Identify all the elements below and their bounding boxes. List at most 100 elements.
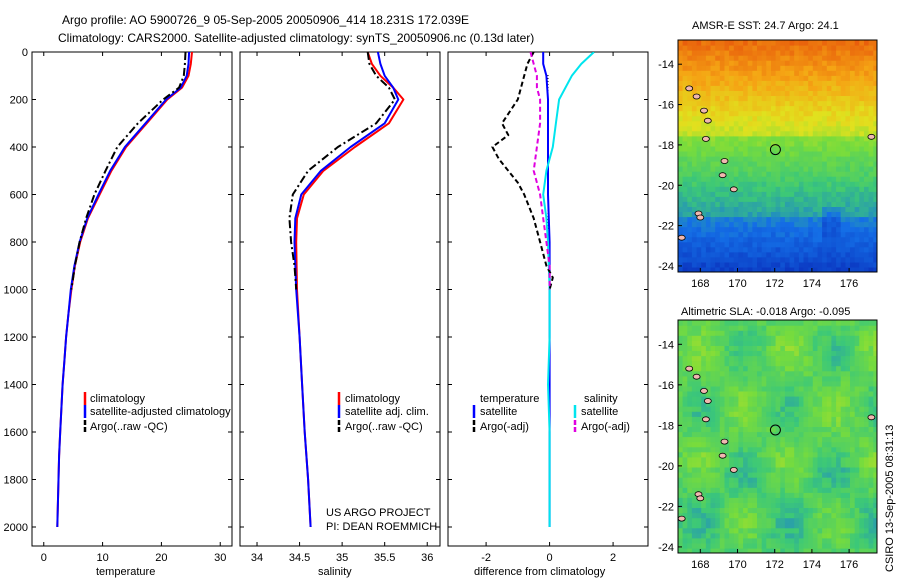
map-cell — [682, 256, 688, 263]
map-cell — [733, 246, 739, 253]
map-cell — [766, 181, 772, 187]
map-cell — [859, 90, 865, 96]
map-cell — [715, 70, 721, 76]
map-cell — [682, 547, 688, 553]
map-cell — [678, 436, 684, 443]
map-cell — [850, 390, 856, 397]
map-cell — [775, 201, 781, 207]
map-cell — [696, 45, 702, 51]
map-cell — [826, 350, 832, 357]
map-cell — [724, 236, 730, 243]
map-cell — [691, 201, 698, 207]
map-cell — [724, 385, 730, 392]
map-cell — [710, 340, 716, 346]
map-cell — [868, 512, 874, 519]
map-cell — [729, 390, 735, 397]
map-cell — [812, 151, 818, 157]
map-cell — [724, 502, 730, 508]
map-cell — [710, 236, 716, 243]
map-cell — [868, 547, 874, 553]
map-cell — [747, 256, 753, 263]
map-cell — [775, 171, 781, 177]
map-cell — [817, 431, 823, 438]
map-cell — [719, 426, 725, 433]
map-cell — [794, 370, 800, 377]
map-cell — [803, 517, 809, 524]
map-cell — [743, 166, 749, 172]
map-cell — [747, 105, 753, 112]
map-cell — [775, 120, 781, 127]
map-cell — [840, 251, 846, 258]
map-cell — [752, 231, 758, 238]
map-cell — [836, 482, 842, 488]
map-cell — [691, 477, 698, 483]
map-cell — [812, 396, 818, 402]
map-cell — [701, 40, 707, 46]
map-cell — [780, 446, 786, 453]
map-cell — [817, 446, 823, 453]
map-cell — [812, 216, 818, 223]
map-cell — [798, 95, 805, 102]
map-cell — [766, 135, 772, 142]
map-cell — [794, 375, 800, 382]
map-cell — [743, 65, 749, 71]
map-cell — [771, 181, 777, 187]
map-cell — [794, 390, 800, 397]
map-cell — [854, 241, 860, 248]
map-cell — [771, 90, 777, 96]
map-cell — [687, 370, 693, 377]
map-cell — [710, 70, 716, 76]
map-cell — [729, 350, 735, 357]
map-cell — [822, 186, 828, 192]
map-cell — [784, 335, 791, 341]
map-cell — [850, 385, 856, 392]
map-cell — [757, 426, 763, 433]
map-cell — [733, 446, 739, 453]
map-cell — [780, 226, 786, 233]
map-cell — [771, 320, 777, 326]
map-cell — [831, 95, 837, 102]
map-cell — [766, 246, 772, 253]
map-cell — [687, 95, 693, 102]
map-cell — [743, 477, 749, 483]
map-cell — [691, 401, 698, 407]
map-cell — [831, 171, 837, 177]
map-cell — [859, 512, 865, 519]
map-cell — [691, 320, 698, 326]
map-cell — [859, 236, 865, 243]
map-cell — [831, 55, 837, 61]
map-cell — [803, 60, 809, 66]
map-cell — [794, 156, 800, 162]
map-cell — [682, 40, 688, 46]
map-cell — [864, 497, 870, 503]
map-cell — [724, 375, 730, 382]
map-cell — [696, 231, 702, 238]
map-cell — [831, 370, 837, 377]
map-cell — [836, 100, 842, 107]
map-cell — [757, 325, 763, 331]
map-cell — [817, 380, 823, 387]
map-cell — [729, 50, 735, 56]
map-cell — [794, 350, 800, 357]
map-cell — [682, 156, 688, 162]
map-cell — [845, 472, 851, 478]
map-cell — [812, 320, 818, 326]
map-cell — [822, 401, 828, 407]
map-cell — [752, 241, 758, 248]
map-cell — [724, 166, 730, 172]
map-cell — [691, 181, 698, 187]
map-cell — [803, 487, 809, 493]
map-cell — [752, 385, 758, 392]
map-cell — [831, 70, 837, 76]
y-tick-label: 1400 — [4, 380, 28, 392]
map-cell — [766, 365, 772, 372]
map-cell — [733, 226, 739, 233]
map-cell — [747, 95, 753, 102]
map-cell — [854, 320, 860, 326]
map-cell — [803, 547, 809, 553]
map-cell — [817, 406, 823, 412]
map-cell — [757, 40, 763, 46]
legend-title-temperature: temperature — [480, 393, 539, 405]
map-cell — [859, 406, 865, 412]
map-cell — [803, 246, 809, 253]
